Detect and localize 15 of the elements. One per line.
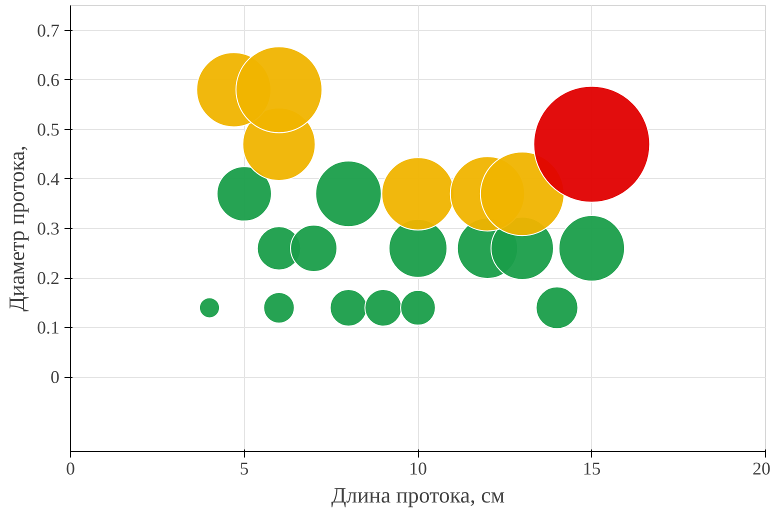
x-tick-label: 10 [409, 458, 427, 478]
x-tick-label: 20 [752, 458, 770, 478]
y-tick-label: 0.1 [37, 318, 60, 338]
x-tick-label: 0 [66, 458, 75, 478]
x-tick-label: 15 [582, 458, 601, 478]
y-tick-label: 0.6 [37, 70, 60, 90]
y-axis-title: Диаметр протока, [4, 145, 29, 312]
x-tick-label: 5 [240, 458, 249, 478]
y-tick-label: 0.7 [37, 20, 60, 40]
y-tick-label: 0 [50, 367, 60, 388]
y-tick-label: 0.5 [37, 119, 60, 140]
y-tick-label: 0.4 [37, 168, 60, 189]
y-tick-label: 0.3 [37, 218, 60, 238]
y-tick-label: 0.2 [37, 268, 60, 288]
x-axis-title: Длина протока, см [331, 482, 505, 508]
